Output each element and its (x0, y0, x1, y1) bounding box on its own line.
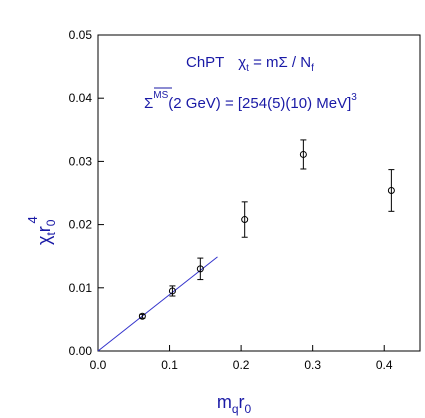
data-series (97, 139, 395, 352)
y-axis-ticks: 0.00 0.01 0.02 0.03 0.04 0.05 (69, 28, 104, 358)
x-axis-ticks: 0.0 0.1 0.2 0.3 0.4 (90, 345, 393, 372)
y-tick-label: 0.02 (69, 218, 93, 232)
x-tick-label: 0.2 (233, 358, 250, 372)
data-point (299, 150, 307, 158)
data-point (241, 216, 249, 224)
x-axis-label: mqr0 (217, 392, 252, 416)
plot-frame (97, 34, 421, 352)
data-point (196, 265, 204, 273)
annotation-line-2: ΣMS(2 GeV) = [254(5)(10) MeV]3 (144, 90, 357, 112)
x-tick-label: 0.4 (376, 358, 393, 372)
y-tick-label: 0.05 (69, 28, 93, 42)
y-axis-label: χtr04 (25, 216, 58, 245)
annotation-line-1: ChPT χt = mΣ / Nf (186, 54, 314, 74)
x-tick-label: 0.0 (90, 358, 107, 372)
fit-line (97, 256, 218, 352)
y-tick-label: 0.04 (69, 91, 93, 105)
x-tick-label: 0.3 (304, 358, 321, 372)
y-tick-label: 0.03 (69, 154, 93, 168)
data-point (387, 186, 395, 194)
data-point (168, 287, 176, 295)
y-tick-label: 0.00 (69, 344, 93, 358)
x-tick-label: 0.1 (161, 358, 178, 372)
y-tick-label: 0.01 (69, 281, 93, 295)
data-point (138, 312, 146, 320)
